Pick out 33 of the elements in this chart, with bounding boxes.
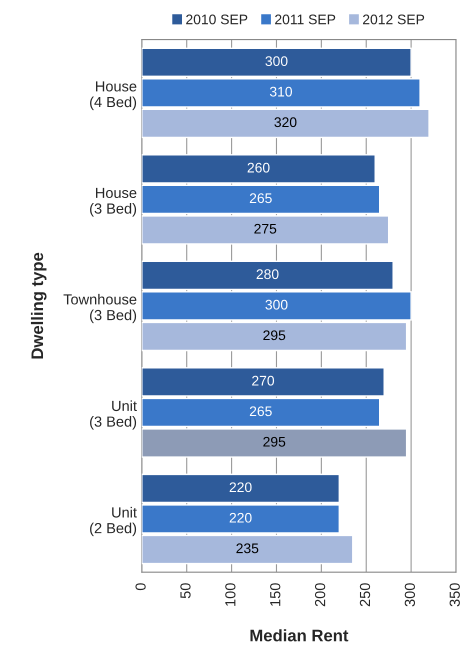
data-label: 300 — [265, 56, 288, 66]
data-label: 265 — [250, 406, 272, 416]
x-tick-label: 150 — [270, 583, 280, 606]
y-tick-label: House (3 Bed) — [90, 188, 136, 217]
data-label: 260 — [248, 162, 270, 173]
data-label: 310 — [270, 86, 292, 97]
data-label: 320 — [274, 117, 296, 128]
y-tick-label: Townhouse (3 Bed) — [64, 294, 136, 324]
legend-label: 2011 SEP — [275, 14, 336, 24]
data-label: 295 — [263, 330, 286, 340]
data-label: 220 — [230, 482, 252, 492]
data-label: 265 — [250, 193, 272, 204]
x-tick-label: 300 — [404, 583, 416, 606]
x-tick-label: 200 — [314, 583, 326, 606]
x-tick-label: 100 — [225, 583, 236, 606]
data-label: 220 — [230, 512, 252, 523]
x-tick-label: 250 — [360, 583, 370, 606]
data-label: 270 — [252, 376, 274, 386]
y-tick-label: House (4 Bed) — [90, 81, 136, 110]
x-axis-title: Median Rent — [250, 629, 348, 642]
legend-label: 2010 SEP — [186, 14, 248, 24]
x-tick-label: 0 — [135, 583, 146, 590]
y-axis-title: Dwelling type — [30, 252, 47, 358]
data-label: 300 — [265, 300, 288, 310]
x-tick-label: 50 — [180, 583, 191, 598]
data-label: 280 — [256, 269, 279, 280]
y-tick-label: Unit (3 Bed) — [90, 400, 137, 430]
data-label: 295 — [263, 436, 286, 447]
x-tick-label: 350 — [450, 583, 460, 606]
data-label: 275 — [254, 224, 276, 234]
data-label: 235 — [236, 543, 258, 554]
legend-label: 2012 SEP — [363, 14, 424, 24]
y-tick-label: Unit (2 Bed) — [90, 506, 137, 536]
